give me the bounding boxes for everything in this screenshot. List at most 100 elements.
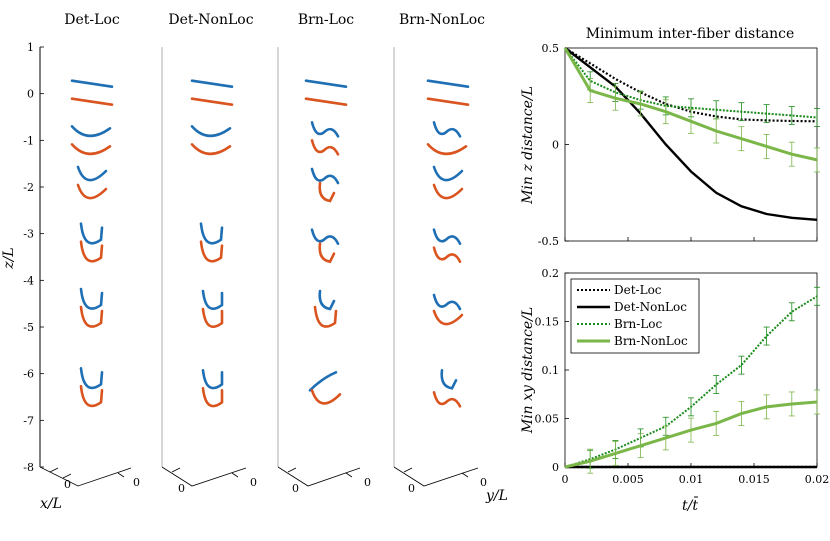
right-title: Minimum inter-fiber distance <box>586 26 795 42</box>
y-axis-label: y/L <box>485 488 508 504</box>
ytick-0-a: 0 <box>133 476 140 489</box>
fiber-orange <box>199 240 224 263</box>
fiber-blue <box>79 287 104 310</box>
fiber-orange <box>190 97 234 106</box>
title-det-loc: Det-Loc <box>64 12 120 28</box>
fiber-orange <box>304 97 348 106</box>
y-tick-label: 0.1 <box>542 364 560 377</box>
z-tick-label: -6 <box>23 368 34 381</box>
fiber-orange <box>426 97 470 106</box>
xtick-0-c: 0 <box>292 482 299 495</box>
min-xy-xlabel: t/t̄ <box>682 496 699 514</box>
x-axis-label: x/L <box>40 496 62 512</box>
y-tick-label: 0.2 <box>542 267 560 280</box>
fiber-orange <box>310 139 340 156</box>
fiber-orange <box>201 307 224 328</box>
fiber-orange <box>76 183 108 200</box>
y-tick-label: -0.5 <box>538 235 559 248</box>
z-tick-label: -2 <box>23 181 34 194</box>
fiber-blue <box>304 79 348 88</box>
fiber-blue <box>79 222 104 245</box>
fiber-blue <box>432 121 462 138</box>
floor-det-nonloc <box>161 466 247 487</box>
fiber-orange <box>432 246 462 263</box>
y-tick-label: 0 <box>552 461 559 474</box>
fiber-blue <box>432 165 464 182</box>
y-tick-label: 0.5 <box>542 42 560 55</box>
fiber-orange <box>318 181 336 203</box>
fiber-orange <box>70 143 112 156</box>
legend-label-brn-loc: Brn-Loc <box>614 317 663 331</box>
fiber-orange <box>432 309 464 326</box>
fiber-blue <box>70 125 112 138</box>
fiber-orange <box>79 305 104 328</box>
fiber-blue <box>190 125 232 138</box>
series-det-nonloc <box>564 47 818 221</box>
xtick-0-d: 0 <box>408 482 415 495</box>
fiber-blue <box>308 371 338 392</box>
fiber-orange <box>313 305 338 328</box>
min-xy-panel: 0.2 0.15 0.1 0.05 00 0.005 0.01 0.015 0.02 Min x… <box>520 267 829 514</box>
fiber-blue <box>426 79 470 88</box>
z-tick-label: 1 <box>27 41 34 54</box>
fiber-blue <box>318 289 336 311</box>
z-tick-label: 0 <box>27 88 34 101</box>
z-tick-label: -5 <box>23 321 34 334</box>
x-tick-label: 0 <box>562 473 569 486</box>
fiber-blue <box>310 121 340 138</box>
z-tick-label: -8 <box>23 461 34 474</box>
fiber-snapshot-panel: Det-Loc Det-NonLoc Brn-Loc Brn-NonLoc 1 0… <box>1 12 508 512</box>
z-tick-label: -7 <box>23 414 34 427</box>
z-tick-label: -1 <box>23 134 34 147</box>
title-brn-nonloc: Brn-NonLoc <box>399 12 485 28</box>
fiber-blue <box>76 165 108 182</box>
fiber-orange <box>426 143 468 156</box>
y-tick-label: 0.05 <box>535 413 560 426</box>
fiber-blue <box>432 293 462 311</box>
y-tick-label: 0.15 <box>535 316 560 329</box>
fiber-blue <box>440 369 458 390</box>
fiber-blue <box>70 79 114 88</box>
fiber-blue <box>199 222 224 245</box>
fiber-blue <box>310 228 340 245</box>
title-det-nonloc: Det-NonLoc <box>168 12 253 28</box>
legend-label-det-loc: Det-Loc <box>614 283 662 297</box>
xtick-0-a: 0 <box>64 478 71 491</box>
min-xy-ylabel: Min xy distance/L <box>520 307 536 434</box>
fiber-blue <box>432 228 462 245</box>
legend-label-det-nonloc: Det-NonLoc <box>614 300 687 314</box>
floor-det-loc <box>39 466 132 487</box>
legend: Det-Loc Det-NonLoc Brn-Loc Brn-NonLoc <box>570 278 700 354</box>
fiber-orange <box>79 240 104 263</box>
fiber-orange <box>201 387 224 408</box>
ytick-0-c: 0 <box>364 476 371 489</box>
min-z-ylabel: Min z distance/L <box>520 86 536 205</box>
z-axis-label: z/L <box>1 247 17 269</box>
fiber-blue <box>79 367 104 390</box>
fiber-blue <box>201 289 224 310</box>
x-tick-label: 0.01 <box>679 473 704 486</box>
fiber-orange <box>318 242 336 264</box>
fiber-blue <box>190 79 234 88</box>
legend-label-brn-nonloc: Brn-NonLoc <box>614 334 688 348</box>
min-z-panel: Minimum inter-fiber distance 0.5 0 -0.5 Mi… <box>520 26 820 248</box>
fiber-orange <box>310 389 342 405</box>
x-tick-label: 0.015 <box>738 473 770 486</box>
x-tick-label: 0.005 <box>612 473 644 486</box>
ytick-0-b: 0 <box>250 476 257 489</box>
y-tick-label: 0 <box>552 139 559 152</box>
floor-brn-nonloc <box>393 466 479 487</box>
title-brn-loc: Brn-Loc <box>298 12 354 28</box>
fiber-orange <box>79 385 104 408</box>
floor-brn-loc <box>277 466 361 487</box>
series-brn-loc <box>564 47 818 119</box>
x-tick-label: 0.02 <box>805 473 830 486</box>
fiber-orange <box>432 391 462 408</box>
fiber-orange <box>190 143 232 156</box>
fiber-blue <box>310 167 340 185</box>
z-tick-label: -4 <box>23 274 34 287</box>
ytick-0-d: 0 <box>480 476 487 489</box>
fiber-orange <box>70 97 114 106</box>
z-tick-label: -3 <box>23 228 34 241</box>
